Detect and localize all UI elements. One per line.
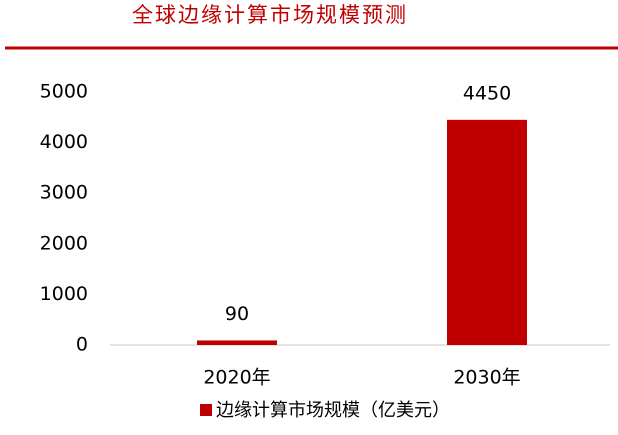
- x-tick-label: 2030年: [453, 367, 520, 389]
- y-tick-label: 1000: [40, 283, 88, 305]
- y-tick-label: 0: [76, 334, 88, 356]
- y-tick-label: 4000: [40, 131, 88, 153]
- bar: [197, 340, 277, 345]
- y-tick-label: 2000: [40, 232, 88, 254]
- x-tick-label: 2020年: [203, 367, 270, 389]
- data-label: 90: [225, 303, 249, 325]
- chart-title: 全球边缘计算市场规模预测: [132, 3, 408, 27]
- legend-label: 边缘计算市场规模（亿美元）: [216, 400, 450, 421]
- y-tick-label: 5000: [40, 81, 88, 103]
- bar: [447, 119, 527, 345]
- data-label: 4450: [463, 82, 511, 104]
- y-tick-label: 3000: [40, 182, 88, 204]
- legend-swatch: [200, 404, 212, 416]
